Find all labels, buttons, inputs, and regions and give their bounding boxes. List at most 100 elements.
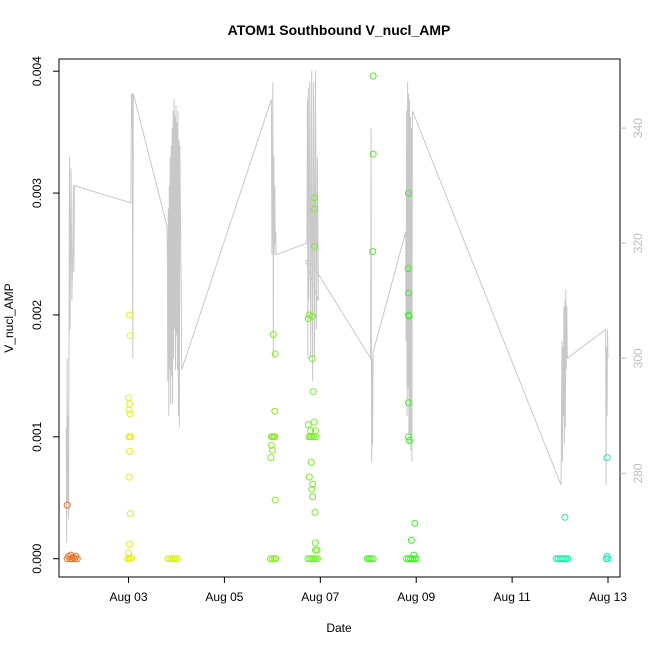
data-point bbox=[602, 555, 610, 563]
y-tick-label: 0.004 bbox=[30, 56, 44, 86]
data-point bbox=[310, 433, 318, 441]
x-tick-label: Aug 11 bbox=[494, 590, 531, 604]
data-point bbox=[405, 399, 412, 407]
data-point bbox=[126, 410, 134, 418]
data-point bbox=[73, 555, 81, 563]
data-point bbox=[271, 350, 279, 358]
data-point bbox=[268, 555, 276, 563]
data-point bbox=[405, 433, 412, 441]
y-tick-label: 0.002 bbox=[30, 300, 44, 330]
x-tick-label: Aug 03 bbox=[110, 590, 148, 604]
data-point bbox=[307, 458, 315, 466]
data-point bbox=[308, 485, 316, 493]
data-point bbox=[126, 448, 133, 455]
data-point bbox=[311, 205, 319, 213]
data-point bbox=[369, 248, 377, 256]
x-tick-label: Aug 09 bbox=[397, 590, 435, 604]
data-point bbox=[311, 508, 319, 516]
data-point bbox=[173, 555, 181, 563]
x-tick-label: Aug 13 bbox=[589, 590, 627, 604]
data-point bbox=[268, 446, 276, 454]
x-axis-label: Date bbox=[326, 621, 352, 635]
data-point bbox=[310, 418, 318, 426]
data-point bbox=[308, 355, 316, 363]
data-point bbox=[412, 555, 420, 563]
data-point bbox=[564, 555, 572, 563]
points-layer bbox=[63, 72, 612, 563]
data-point bbox=[66, 555, 74, 563]
data-point bbox=[369, 72, 377, 80]
data-point bbox=[126, 311, 133, 319]
data-point bbox=[271, 496, 279, 504]
data-point bbox=[310, 555, 318, 563]
data-point bbox=[125, 473, 133, 481]
data-point bbox=[271, 407, 279, 415]
data-point bbox=[405, 312, 413, 320]
data-point bbox=[309, 493, 317, 501]
data-point bbox=[312, 555, 319, 563]
data-point bbox=[313, 555, 321, 563]
data-point bbox=[125, 406, 133, 414]
y2-tick-label: 320 bbox=[631, 233, 645, 253]
y-tick-label: 0.000 bbox=[30, 543, 44, 573]
data-point bbox=[312, 433, 320, 441]
data-point bbox=[312, 539, 319, 547]
data-point bbox=[411, 519, 419, 527]
data-point bbox=[127, 433, 135, 441]
y2-tick-label: 280 bbox=[631, 463, 645, 483]
data-point bbox=[367, 555, 375, 563]
plot-frame bbox=[58, 58, 621, 578]
data-point bbox=[305, 473, 313, 481]
secondary-line-layer bbox=[65, 70, 609, 543]
right-y-axis: 280 300 320 340 bbox=[620, 118, 645, 483]
data-point bbox=[404, 265, 412, 273]
data-point bbox=[369, 150, 377, 158]
data-point bbox=[309, 388, 317, 396]
x-axis: Aug 03 Aug 05 Aug 07 Aug 09 Aug 11 Aug 13 bbox=[110, 577, 627, 604]
x-tick-label: Aug 05 bbox=[205, 590, 243, 604]
data-point bbox=[127, 554, 135, 561]
data-point bbox=[604, 555, 612, 563]
data-point bbox=[126, 332, 134, 340]
y-axis-label: V_nucl_AMP bbox=[2, 283, 16, 352]
data-point bbox=[267, 441, 275, 449]
data-point bbox=[126, 400, 133, 408]
data-point bbox=[67, 551, 75, 559]
data-point bbox=[311, 194, 319, 202]
data-point bbox=[267, 555, 274, 563]
data-point bbox=[63, 501, 71, 509]
y-tick-label: 0.003 bbox=[30, 178, 44, 208]
data-point bbox=[603, 454, 611, 462]
data-point bbox=[305, 311, 313, 319]
data-point bbox=[272, 555, 280, 563]
y-axis: 0.000 0.001 0.002 0.003 0.004 bbox=[30, 56, 59, 574]
y2-tick-label: 340 bbox=[631, 118, 645, 138]
data-point bbox=[125, 394, 132, 402]
y-tick-label: 0.001 bbox=[30, 421, 44, 451]
data-point bbox=[369, 555, 377, 563]
data-point bbox=[126, 540, 133, 548]
chart-title: ATOM1 Southbound V_nucl_AMP bbox=[228, 22, 451, 38]
data-point bbox=[313, 546, 321, 554]
data-point bbox=[271, 433, 279, 441]
data-point bbox=[410, 555, 418, 563]
data-point bbox=[126, 510, 134, 518]
data-point bbox=[405, 189, 412, 197]
secondary-series-line bbox=[65, 70, 609, 543]
data-point bbox=[172, 555, 179, 563]
data-point bbox=[308, 433, 316, 441]
data-point bbox=[311, 243, 319, 251]
data-point bbox=[562, 555, 570, 563]
data-point bbox=[170, 555, 178, 563]
data-point bbox=[408, 555, 416, 563]
data-point bbox=[304, 421, 312, 429]
data-point bbox=[407, 536, 415, 544]
data-point bbox=[126, 555, 134, 563]
data-point bbox=[561, 513, 569, 521]
y2-tick-label: 300 bbox=[631, 348, 645, 368]
data-point bbox=[269, 331, 277, 338]
x-tick-label: Aug 07 bbox=[301, 590, 339, 604]
data-point bbox=[309, 312, 317, 320]
data-point bbox=[560, 555, 568, 563]
